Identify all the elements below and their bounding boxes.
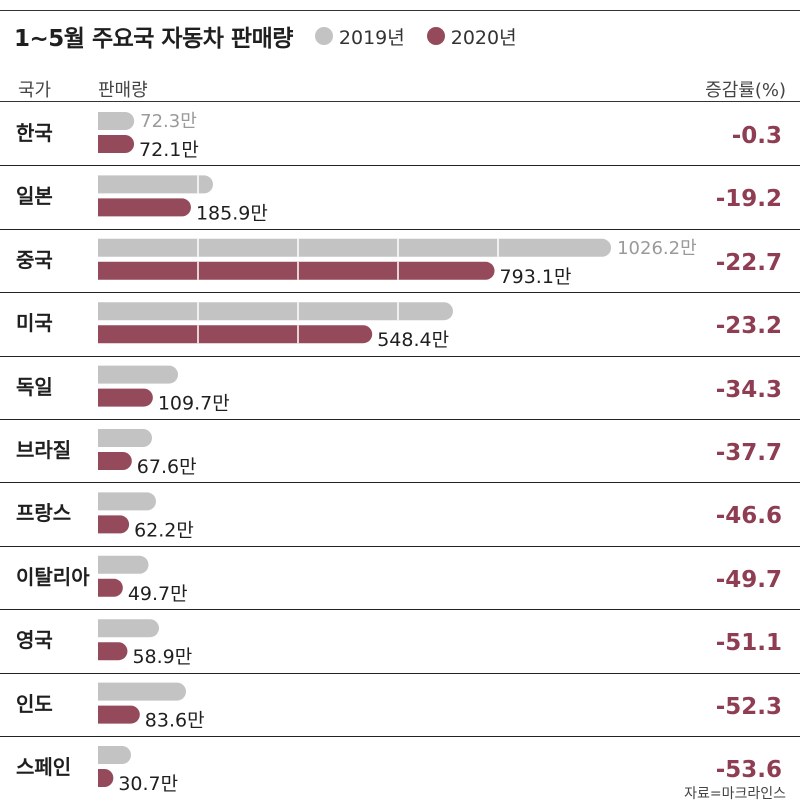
- bar-2019: [98, 365, 178, 384]
- bar-2020: [98, 325, 373, 344]
- country-label: 한국: [16, 121, 53, 145]
- row-divider: [0, 482, 800, 483]
- column-header-country: 국가: [18, 80, 52, 101]
- row-divider: [0, 546, 800, 547]
- bar-2019: [98, 238, 612, 257]
- source-note: 자료=마크라인스: [684, 786, 786, 802]
- bar-2019: [98, 429, 152, 447]
- bar-2020: [98, 261, 495, 280]
- row-divider: [0, 229, 800, 230]
- country-label: 영국: [16, 628, 53, 653]
- value-label-2020: 72.1만: [139, 139, 199, 161]
- row-divider: [0, 736, 800, 737]
- legend-item-2019: 2019년: [314, 23, 405, 50]
- chart-title: 1~5월 주요국 자동차 판매량: [14, 26, 293, 52]
- value-label-2020: 30.7만: [118, 773, 178, 795]
- bar-2019: [98, 682, 186, 701]
- header-rule: [0, 101, 800, 102]
- change-value: -46.6: [715, 503, 782, 530]
- change-value: -53.6: [715, 757, 782, 783]
- bar-2020: [98, 578, 123, 597]
- row-divider: [0, 165, 800, 166]
- change-value: -49.7: [715, 566, 782, 593]
- bar-2020: [98, 198, 191, 217]
- value-label-2020: 548.4만: [377, 329, 449, 351]
- row-divider: [0, 292, 800, 293]
- country-label: 미국: [16, 311, 53, 336]
- bar-2020: [98, 515, 130, 534]
- row-divider: [0, 356, 800, 357]
- change-value: -19.2: [715, 186, 782, 213]
- legend-swatch-2019: [314, 27, 333, 45]
- value-label-2020: 58.9만: [132, 646, 192, 668]
- value-label-2020: 83.6만: [145, 710, 205, 732]
- bar-2019: [98, 555, 149, 574]
- value-label-2019: 72.3만: [140, 111, 197, 132]
- bar-2019: [98, 492, 156, 511]
- row-divider: [0, 419, 800, 420]
- value-label-2020: 49.7만: [128, 583, 188, 605]
- change-value: -52.3: [715, 693, 782, 720]
- value-label-2020: 185.9만: [196, 202, 268, 224]
- row-divider: [0, 609, 800, 610]
- legend-label-2019: 2019년: [338, 26, 405, 49]
- country-label: 중국: [16, 247, 53, 272]
- change-value: -23.2: [715, 313, 782, 340]
- bar-2020: [98, 452, 132, 470]
- bar-2019: [98, 302, 453, 321]
- legend-swatch-2020: [426, 27, 445, 45]
- country-label: 인도: [16, 691, 53, 716]
- change-value: -34.3: [715, 376, 782, 403]
- change-value: -22.7: [715, 249, 782, 276]
- bar-2020: [98, 388, 153, 407]
- value-label-2020: 109.7만: [158, 393, 230, 415]
- bar-2019: [98, 112, 135, 130]
- bar-2019: [98, 619, 159, 638]
- bar-2020: [98, 769, 114, 787]
- bar-2020: [98, 135, 135, 153]
- bar-2020: [98, 705, 140, 724]
- column-header-change: 증감률(%): [705, 80, 786, 101]
- country-label: 프랑스: [16, 501, 72, 526]
- bar-2019: [98, 175, 213, 194]
- country-label: 독일: [16, 374, 53, 399]
- row-divider: [0, 673, 800, 674]
- country-label: 브라질: [16, 438, 72, 462]
- legend-item-2020: 2020년: [426, 23, 517, 50]
- change-value: -37.7: [715, 440, 782, 466]
- value-label-2020: 793.1만: [500, 266, 572, 288]
- change-value: -51.1: [715, 630, 782, 657]
- value-label-2020: 62.2만: [134, 519, 194, 541]
- country-label: 스페인: [16, 755, 72, 779]
- value-label-2020: 67.6만: [137, 456, 197, 478]
- bar-2020: [98, 642, 128, 661]
- legend-label-2020: 2020년: [450, 26, 517, 49]
- country-label: 일본: [16, 184, 53, 209]
- chart-header: 1~5월 주요국 자동차 판매량 2019년 2020년: [14, 18, 517, 54]
- change-value: -0.3: [731, 123, 782, 149]
- column-header-sales: 판매량: [98, 80, 148, 101]
- top-rule: [0, 10, 800, 11]
- country-label: 이탈리아: [16, 564, 90, 589]
- value-label-2019: 1026.2만: [617, 238, 697, 259]
- bar-2019: [98, 746, 131, 764]
